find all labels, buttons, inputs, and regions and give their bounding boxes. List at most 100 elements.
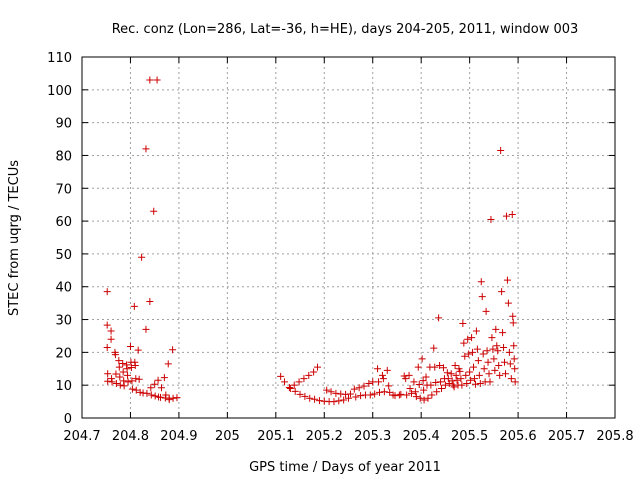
data-point xyxy=(365,380,373,388)
data-point xyxy=(505,348,513,356)
data-point xyxy=(509,312,517,320)
y-tick-label: 90 xyxy=(55,117,72,132)
data-point xyxy=(323,386,331,394)
data-point xyxy=(484,358,492,366)
data-point xyxy=(503,276,511,284)
data-point xyxy=(483,347,491,355)
data-point xyxy=(126,342,134,350)
data-point xyxy=(311,395,319,403)
data-point xyxy=(500,343,508,351)
x-tick-label: 205.5 xyxy=(451,429,488,444)
data-point xyxy=(103,288,111,296)
data-point xyxy=(142,325,150,333)
data-point xyxy=(128,377,136,385)
data-point xyxy=(135,375,143,383)
x-tick-label: 204.7 xyxy=(63,429,100,444)
y-tick-label: 60 xyxy=(55,215,72,230)
data-point xyxy=(119,360,127,368)
data-point xyxy=(492,325,500,333)
data-point xyxy=(103,321,111,329)
data-point xyxy=(501,370,509,378)
data-point xyxy=(432,379,440,387)
data-point xyxy=(443,369,451,377)
data-point xyxy=(305,371,313,379)
data-point xyxy=(506,360,514,368)
data-point xyxy=(300,375,308,383)
data-point xyxy=(482,307,490,315)
data-point xyxy=(352,393,360,401)
data-point xyxy=(507,375,515,383)
data-point xyxy=(436,361,444,369)
data-point xyxy=(120,382,128,390)
y-tick-label: 70 xyxy=(55,182,72,197)
data-point xyxy=(115,363,123,371)
data-point xyxy=(104,370,112,378)
data-point xyxy=(313,363,321,371)
data-point xyxy=(491,366,499,374)
data-point xyxy=(411,388,419,396)
data-point xyxy=(310,368,318,376)
data-point xyxy=(395,391,403,399)
data-point xyxy=(116,381,124,389)
data-point xyxy=(277,372,285,380)
data-point xyxy=(441,381,449,389)
data-point xyxy=(281,378,289,386)
plot-frame xyxy=(81,56,616,419)
x-tick-label: 205.4 xyxy=(403,429,440,444)
data-point xyxy=(473,345,481,353)
data-point xyxy=(438,384,446,392)
data-point xyxy=(151,392,159,400)
data-point xyxy=(379,375,387,383)
data-point xyxy=(107,327,115,335)
data-point xyxy=(107,335,115,343)
data-point xyxy=(301,392,309,400)
data-point xyxy=(456,367,464,375)
data-point xyxy=(330,398,338,406)
data-point xyxy=(112,380,120,388)
data-point xyxy=(487,215,495,223)
data-point xyxy=(453,376,461,384)
data-point xyxy=(335,397,343,405)
data-point xyxy=(403,391,411,399)
data-point xyxy=(448,377,456,385)
data-point xyxy=(169,346,177,354)
x-tick-label: 205.2 xyxy=(306,429,343,444)
data-point xyxy=(136,388,144,396)
data-point xyxy=(444,375,452,383)
data-point xyxy=(406,384,414,392)
x-tick-label: 205.8 xyxy=(596,429,633,444)
data-point xyxy=(498,288,506,296)
y-tick-label: 30 xyxy=(55,314,72,329)
data-point xyxy=(402,375,410,383)
data-point xyxy=(124,371,132,379)
data-point xyxy=(169,394,177,402)
data-point xyxy=(457,375,465,383)
data-point xyxy=(154,376,162,384)
data-point xyxy=(146,76,154,84)
data-point xyxy=(112,370,120,378)
data-point xyxy=(504,299,512,307)
data-point xyxy=(410,378,418,386)
data-point xyxy=(375,378,383,386)
data-point xyxy=(420,396,428,404)
x-tick-label: 205.1 xyxy=(257,429,294,444)
data-point xyxy=(462,371,470,379)
y-tick-label: 110 xyxy=(47,51,72,66)
data-point xyxy=(502,212,510,220)
data-point xyxy=(468,334,476,342)
data-point xyxy=(470,375,478,383)
data-point xyxy=(465,350,473,358)
data-point xyxy=(147,391,155,399)
x-tick-label: 205 xyxy=(215,429,240,444)
data-point xyxy=(111,351,119,359)
axes: 204.7 204.8 204.9 205 205.1 205.2 205.3 205.4 20… xyxy=(47,51,633,444)
data-point xyxy=(474,357,482,365)
data-point xyxy=(130,302,138,310)
data-point xyxy=(490,355,498,363)
data-point xyxy=(350,385,358,393)
data-point xyxy=(461,352,469,360)
y-tick-label: 10 xyxy=(55,379,72,394)
data-point xyxy=(430,344,438,352)
data-point xyxy=(485,370,493,378)
